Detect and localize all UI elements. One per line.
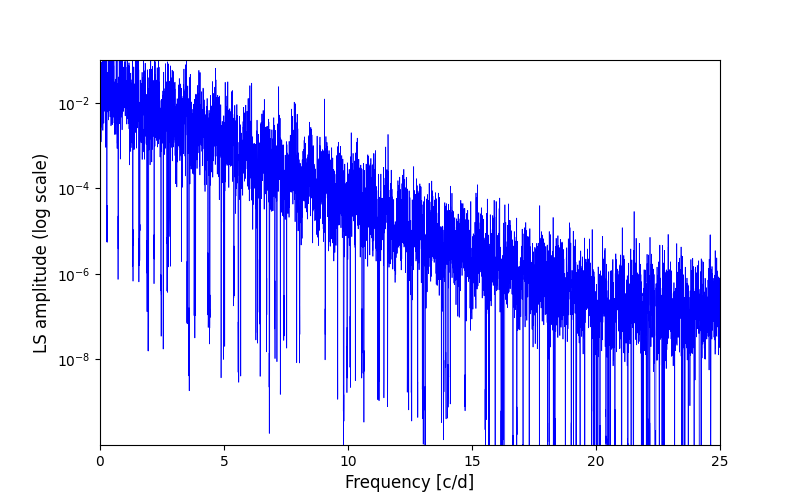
X-axis label: Frequency [c/d]: Frequency [c/d] xyxy=(346,474,474,492)
Y-axis label: LS amplitude (log scale): LS amplitude (log scale) xyxy=(34,152,51,352)
